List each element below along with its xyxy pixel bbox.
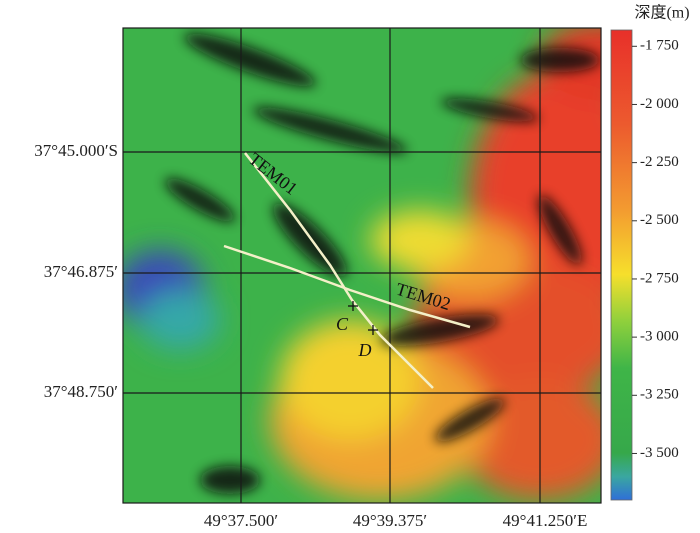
lon-label: 49°41.250′E [503,511,588,530]
colorbar-tick-label: -2 000 [640,96,679,112]
point-label: D [358,340,372,360]
colorbar [610,29,633,501]
colorbar-tick-label: -2 500 [640,212,679,228]
lat-label: 37°48.750′ [44,382,118,401]
lat-label: 37°46.875′ [44,262,118,281]
colorbar-tick-label: -2 750 [640,270,679,286]
lon-label: 49°39.375′ [353,511,427,530]
colorbar-ticks: -1 750 -2 000 -2 250 -2 500 -2 750 -3 000 -3 2… [632,38,679,461]
colorbar-tick-label: -3 000 [640,329,679,345]
lon-label: 49°37.500′ [204,511,278,530]
point-markers [348,301,378,335]
lat-label: 37°45.000′S [34,141,118,160]
colorbar-tick-label: -2 250 [640,154,679,170]
colorbar-tick-label: -3 500 [640,445,679,461]
colorbar-title: 深度(m) [634,4,689,22]
profile-lines [223,152,471,389]
map-image [123,28,601,503]
colorbar-tick-label: -1 750 [640,38,679,54]
colorbar-tick-label: -3 250 [640,387,679,403]
point-label: C [336,314,349,334]
graticule [122,27,602,504]
